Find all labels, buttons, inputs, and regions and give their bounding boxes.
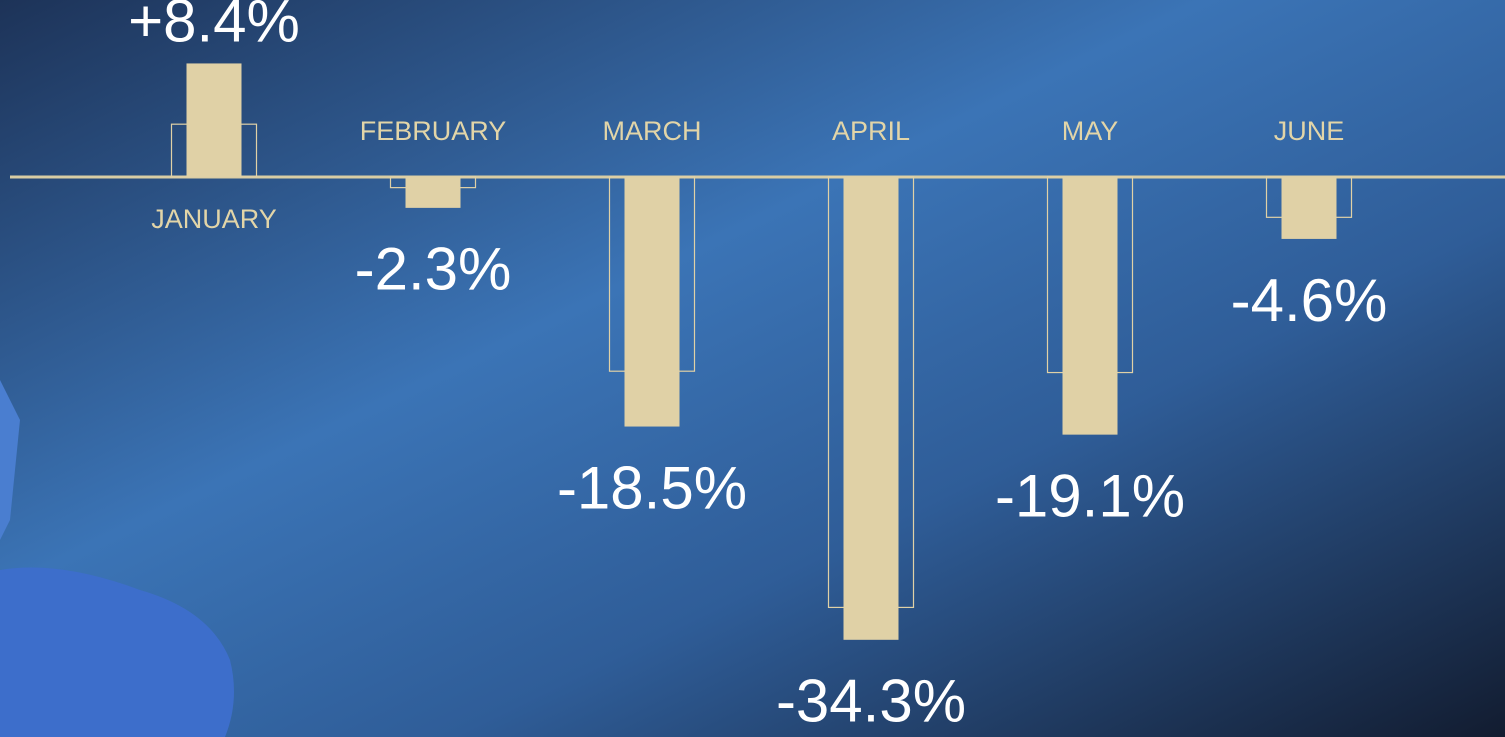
category-label: MAY <box>1062 116 1119 146</box>
value-label: -4.6% <box>1231 267 1388 334</box>
bar <box>1281 176 1337 239</box>
category-label: APRIL <box>832 116 910 146</box>
value-label: -34.3% <box>776 668 966 735</box>
bar <box>843 176 899 640</box>
category-label: FEBRUARY <box>360 116 507 146</box>
category-label: JANUARY <box>151 204 277 234</box>
category-label: JUNE <box>1274 116 1345 146</box>
decoration <box>0 380 20 540</box>
category-label: MARCH <box>603 116 702 146</box>
bar <box>186 63 242 177</box>
bar <box>405 176 461 208</box>
value-label: -19.1% <box>995 462 1185 529</box>
value-label: +8.4% <box>128 0 300 54</box>
bar <box>1062 176 1118 435</box>
decoration <box>0 567 234 737</box>
value-label: -2.3% <box>355 236 512 303</box>
bar <box>624 176 680 427</box>
value-label: -18.5% <box>557 454 747 521</box>
